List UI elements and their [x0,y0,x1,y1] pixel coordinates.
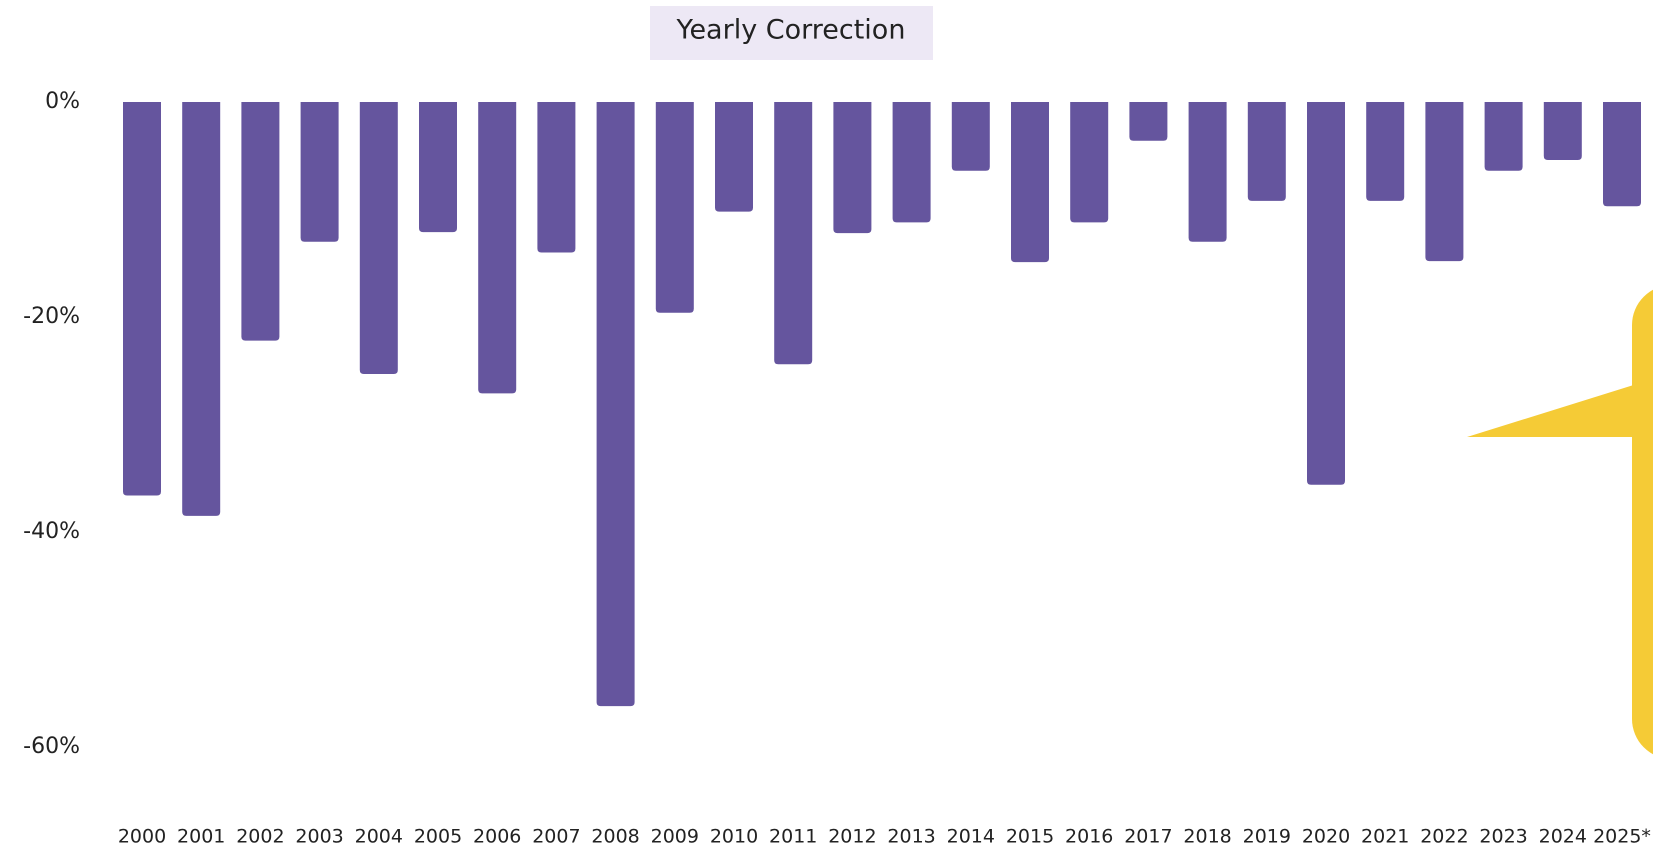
x-tick-label: 2009 [651,826,699,848]
bar [951,102,990,171]
bar [419,102,457,233]
callout [1467,289,1653,755]
x-tick-label: 2012 [828,826,876,848]
bar [241,102,280,341]
title-box [650,6,933,60]
x-tick-label: 2024 [1539,826,1587,848]
x-tick-label: 2019 [1243,826,1291,848]
bar [123,102,161,496]
bar [537,102,576,253]
bar [715,102,753,212]
bar [1543,102,1582,161]
x-tick-label: 2013 [887,826,935,848]
x-tick-label: 2001 [177,826,225,848]
x-tick-label: 2017 [1124,826,1172,848]
bar [359,102,398,374]
x-tick-label: 2005 [414,826,462,848]
x-tick-label: 2006 [473,826,521,848]
bar [1070,102,1109,223]
x-tick-label: 2025* [1593,826,1651,848]
x-tick-label: 2002 [236,826,284,848]
bar [1307,102,1345,485]
bar [182,102,221,516]
y-tick-label: -60% [23,734,80,759]
x-tick-label: 2010 [710,826,758,848]
x-tick-label: 2022 [1420,826,1468,848]
x-tick-label: 2003 [295,826,343,848]
bar [1129,102,1168,141]
x-tick-label: 2007 [532,826,580,848]
x-tick-label: 2015 [1006,826,1054,848]
y-tick-label: -40% [23,519,80,544]
x-tick-label: 2020 [1302,826,1350,848]
x-tick-label: 2014 [947,826,995,848]
x-tick-label: 2000 [118,826,166,848]
bar [478,102,517,394]
x-tick-label: 2023 [1479,826,1527,848]
y-tick-label: 0% [45,89,80,114]
bar [596,102,635,707]
bar [1011,102,1049,263]
x-tick-label: 2016 [1065,826,1113,848]
x-tick-label: 2008 [591,826,639,848]
bar [1366,102,1405,201]
bar [774,102,813,365]
callout-body [1632,289,1653,755]
y-tick-label: -20% [23,304,80,329]
x-tick-label: 2018 [1183,826,1231,848]
bar [1484,102,1523,171]
bar [300,102,339,242]
bar [655,102,694,313]
callout-pointer [1467,383,1640,437]
bar [1188,102,1227,242]
x-tick-label: 2011 [769,826,817,848]
x-tick-label: 2004 [355,826,403,848]
bar [1603,102,1641,207]
bar [1425,102,1464,262]
chart-title: Yearly Correction [676,15,906,46]
x-tick-label: 2021 [1361,826,1409,848]
bar [833,102,872,234]
bar [1247,102,1286,201]
bar [892,102,931,223]
